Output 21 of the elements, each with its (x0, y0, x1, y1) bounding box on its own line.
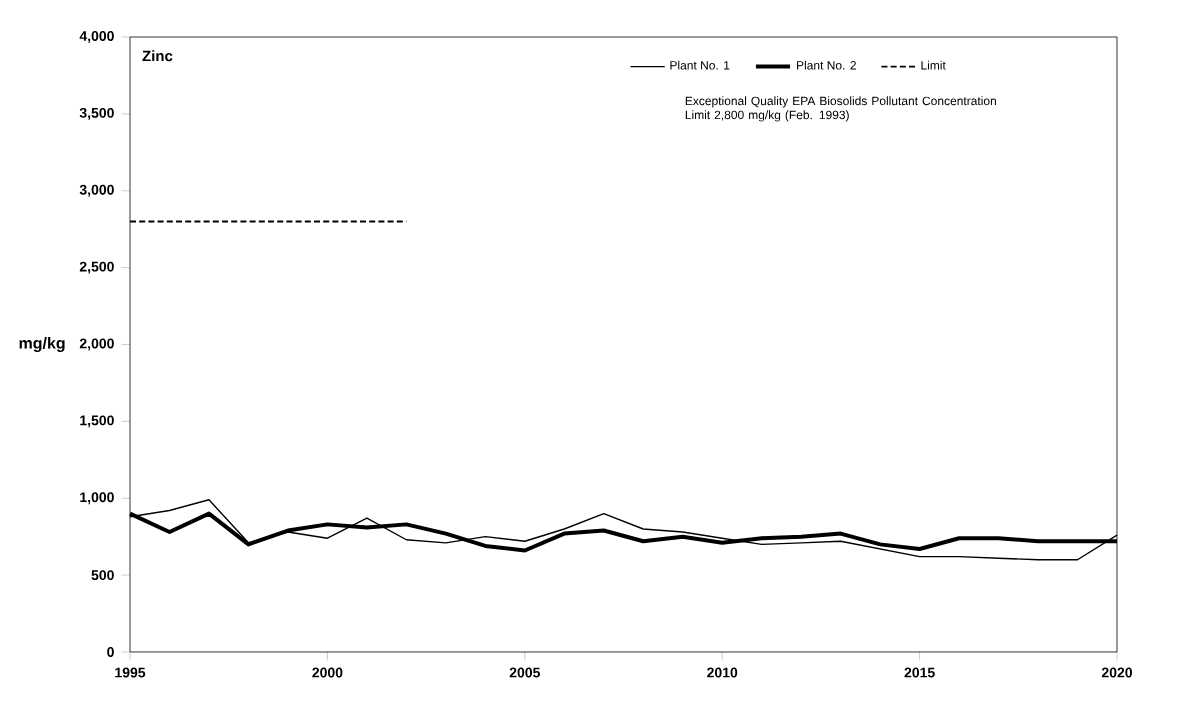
y-tick-label: 4,000 (79, 31, 114, 43)
legend-label: Plant No. 2 (797, 60, 856, 70)
x-tick-label: 2015 (904, 667, 935, 678)
y-axis-title: mg/kg (19, 336, 65, 352)
y-tick-label: 0 (107, 647, 114, 657)
x-tick-label: 2010 (707, 667, 738, 678)
y-tick-label: 3,500 (79, 107, 114, 120)
y-tick-label: 3,000 (79, 184, 114, 197)
y-tick-label: 2,000 (79, 338, 114, 351)
x-tick-label: 1995 (115, 667, 146, 678)
legend-label: Limit (921, 60, 946, 70)
annotation: Exceptional Quality EPA Biosolids Pollutant Concentration Limit 2,800 mg/kg (Feb. 1993) (685, 96, 996, 122)
y-tick-label: 1,000 (80, 492, 114, 505)
y-tick-label: 500 (91, 570, 114, 581)
legend-label: Plant No. 1 (670, 60, 730, 70)
x-tick-label: 2000 (312, 667, 343, 678)
text: Zinc (142, 50, 173, 62)
x-tick-label: 2005 (509, 667, 540, 678)
y-tick-label: 1,500 (80, 415, 114, 428)
y-tick-label: 2,500 (79, 261, 114, 274)
x-tick-label: 2020 (1101, 667, 1132, 678)
